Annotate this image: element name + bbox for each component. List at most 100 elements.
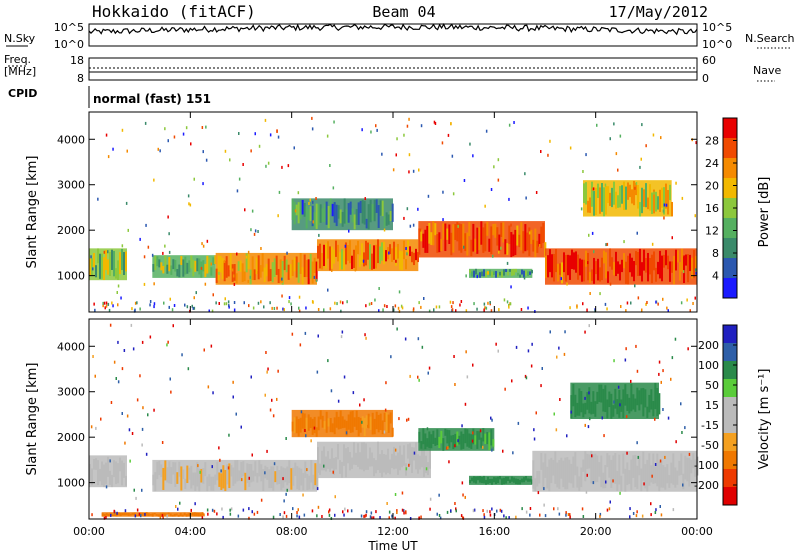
echo-cell xyxy=(319,410,322,420)
echo-cell xyxy=(527,271,529,277)
echo-cell xyxy=(291,421,294,432)
ground-point xyxy=(604,302,607,306)
echo-cell xyxy=(307,259,310,285)
ground-point xyxy=(107,302,110,306)
scatter-point xyxy=(317,334,319,338)
echo-cell xyxy=(319,243,321,269)
echo-cell xyxy=(584,451,587,482)
scatter-point xyxy=(381,152,383,156)
echo-cell xyxy=(512,234,515,257)
ground-point xyxy=(485,306,488,310)
echo-cell xyxy=(658,461,661,492)
scatter-point xyxy=(181,353,183,357)
colorbar-segment xyxy=(723,361,737,380)
echo-cell xyxy=(546,466,549,489)
echo-cell xyxy=(117,260,119,280)
echo-cell xyxy=(331,448,333,469)
ground-point xyxy=(134,301,137,305)
scatter-point xyxy=(671,236,673,240)
ground-point xyxy=(496,509,498,513)
echo-cell xyxy=(162,265,165,274)
echo-cell xyxy=(438,436,441,448)
scatter-point xyxy=(403,216,405,220)
echo-cell xyxy=(666,464,669,484)
scatter-point xyxy=(264,118,267,122)
echo-cell xyxy=(598,384,601,403)
scatter-point xyxy=(524,172,526,176)
nsky-panel: 10^5 10^0 10^5 10^0 xyxy=(54,21,732,51)
scatter-point xyxy=(504,387,506,391)
echo-cell xyxy=(305,205,308,229)
ground-point xyxy=(412,307,415,311)
echo-cell xyxy=(123,252,125,275)
echo-cell xyxy=(176,472,179,484)
scatter-point xyxy=(92,267,94,271)
echo-cell xyxy=(492,223,495,236)
echo-cell xyxy=(616,399,619,415)
scatter-point xyxy=(490,416,492,420)
echo-cell xyxy=(333,458,335,476)
ground-point xyxy=(491,507,493,511)
echo-cell xyxy=(444,428,447,436)
echo-cell xyxy=(185,513,188,517)
scatter-point xyxy=(116,291,118,294)
echo-cell xyxy=(411,447,413,473)
scatter-point xyxy=(639,165,641,169)
echo-cell xyxy=(208,474,211,487)
ground-point xyxy=(455,309,457,313)
scatter-point xyxy=(327,359,329,363)
echo-cell xyxy=(468,433,471,448)
echo-cell xyxy=(572,383,575,407)
echo-cell xyxy=(650,465,653,483)
echo-cell xyxy=(508,225,511,245)
echo-cell xyxy=(156,256,159,267)
echo-cell xyxy=(363,442,365,472)
echo-cell xyxy=(432,430,435,444)
echo-cell xyxy=(289,264,292,279)
echo-cell xyxy=(644,389,647,408)
echo-cell xyxy=(671,261,673,273)
scatter-point xyxy=(205,158,208,162)
echo-cell xyxy=(347,203,350,223)
echo-cell xyxy=(288,460,291,484)
echo-cell xyxy=(260,464,263,482)
echo-cell xyxy=(619,186,621,208)
echo-cell xyxy=(111,249,113,270)
ground-point xyxy=(248,516,250,520)
echo-cell xyxy=(397,243,399,259)
echo-cell xyxy=(592,391,595,414)
echo-cell xyxy=(315,427,318,437)
echo-cell xyxy=(359,200,362,214)
echo-cell xyxy=(526,232,529,251)
scatter-point xyxy=(288,296,291,300)
echo-cell xyxy=(255,257,258,275)
scatter-point xyxy=(277,214,279,218)
scatter-point xyxy=(167,340,169,344)
echo-cell xyxy=(290,468,293,490)
scatter-point xyxy=(251,209,254,213)
echo-cell xyxy=(224,469,227,492)
scatter-point xyxy=(434,122,437,125)
scatter-point xyxy=(404,337,407,341)
echo-cell xyxy=(686,457,689,482)
scatter-point xyxy=(584,423,586,427)
ground-point xyxy=(446,510,449,514)
scatter-point xyxy=(277,135,280,139)
echo-cell xyxy=(438,232,441,253)
scatter-point xyxy=(313,275,316,279)
scatter-point xyxy=(612,479,614,483)
scatter-point xyxy=(385,381,387,385)
scatter-point xyxy=(664,455,666,459)
echo-cell xyxy=(299,417,302,433)
echo-cell xyxy=(359,417,362,433)
echo-cell xyxy=(179,513,182,517)
ground-point xyxy=(594,309,596,313)
ground-point xyxy=(680,301,683,305)
echo-band xyxy=(532,450,699,492)
echo-cell xyxy=(291,198,294,220)
echo-cell xyxy=(442,438,445,451)
echo-cell xyxy=(521,478,523,483)
echo-cell xyxy=(538,233,541,247)
echo-cell xyxy=(215,268,218,283)
